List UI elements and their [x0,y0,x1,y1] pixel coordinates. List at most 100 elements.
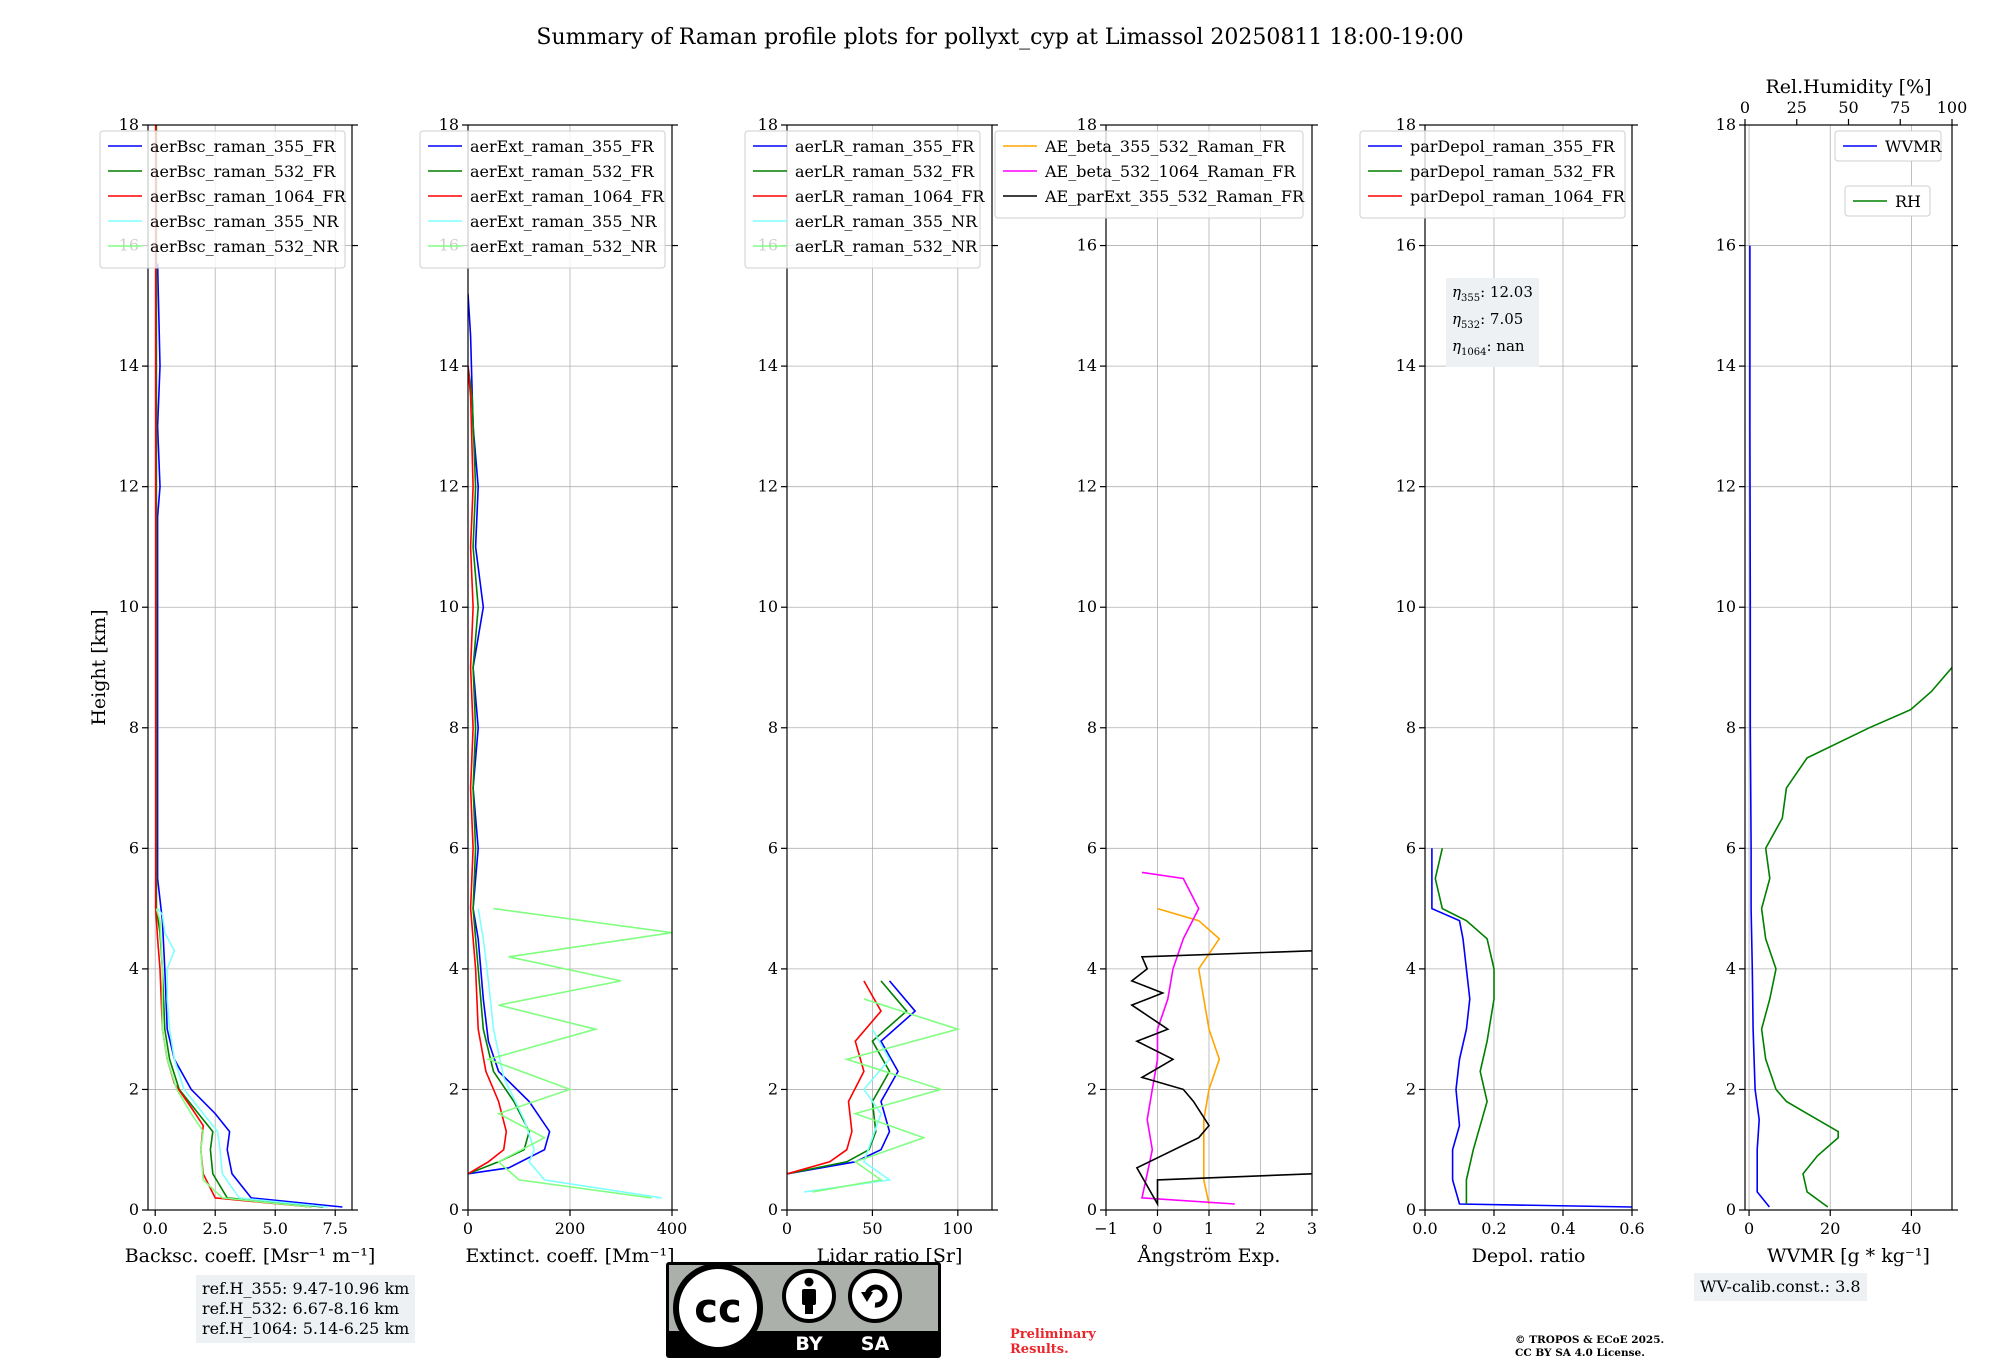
y-tick-label: 0 [1406,1200,1416,1219]
ref-height-1064: ref.H_1064: 5.14-6.25 km [202,1319,410,1338]
panel-depol: 0 2 4 6 8 10 12 14 16 18 0.0 0.2 0.4 0.6 Depol. ratio p… [1359,115,1645,1267]
y-tick-label: 6 [1087,838,1097,857]
plot-frame [1744,124,1953,1211]
series-aerBsc_raman_355_NR [156,908,329,1208]
legend-label: aerExt_raman_532_FR [470,162,655,181]
eta-1064-value: nan [1496,337,1525,355]
wv-calib-box: WV-calib.const.: 3.8 [1694,1273,1867,1301]
eta-355-value: 12.03 [1489,283,1533,301]
legend: WVMR RH [1834,130,1942,217]
legend-label: parDepol_raman_355_FR [1410,137,1616,156]
x-tick-label: 40 [1901,1219,1921,1238]
y-tick-label: 12 [758,477,778,496]
x-axis-label: Extinct. coeff. [Mm⁻¹] [465,1245,674,1267]
x-axis-label: WVMR [g * kg⁻¹] [1767,1245,1930,1267]
y-tick-label: 12 [1077,477,1097,496]
top-x-tick-label: 25 [1787,98,1807,117]
x-tick-label: 100 [943,1219,974,1238]
legend-label: AE_beta_355_532_Raman_FR [1044,137,1286,156]
top-x-axis-label: Rel.Humidity [%] [1765,76,1931,98]
legend: AE_beta_355_532_Raman_FR AE_beta_532_1064… [994,130,1305,219]
x-tick-label: 5.0 [262,1219,287,1238]
eta-532: η532: 7.05 [1452,310,1524,331]
series-aerLR_raman_1064_FR [787,980,882,1175]
y-tick-label: 16 [1396,236,1416,255]
series-AE_beta_532_1064_Raman_FR [1141,871,1235,1205]
x-tick-label: 3 [1307,1219,1317,1238]
y-tick-label: 0 [1087,1200,1097,1219]
x-axis-label: Lidar ratio [Sr] [817,1245,963,1267]
series-RH [1760,666,1952,1208]
legend-label: aerLR_raman_532_NR [795,237,978,256]
legend-label: RH [1895,192,1921,211]
y-tick-label: 18 [1077,115,1097,134]
y-tick-label: 12 [439,477,459,496]
legend-label: aerExt_raman_532_NR [470,237,658,256]
y-tick-label: 2 [1726,1079,1736,1098]
legend-label: aerBsc_raman_532_FR [150,162,336,181]
y-tick-label: 2 [768,1079,778,1098]
y-tick-label: 10 [1396,597,1416,616]
series-aerBsc_raman_532_NR [155,908,312,1208]
eta-annotation-box: η355: 12.03 η532: 7.05 η1064: nan [1446,278,1539,367]
reference-height-box: ref.H_355: 9.47-10.96 km ref.H_532: 6.67… [196,1275,416,1343]
y-tick-label: 10 [758,597,778,616]
x-axis-label: Depol. ratio [1472,1245,1586,1267]
y-tick-label: 0 [768,1200,778,1219]
panel-ext: 0246810121416180200400Extinct. coeff. [M… [419,115,688,1267]
y-tick-label: 4 [1726,959,1736,978]
legend-label: aerLR_raman_1064_FR [795,187,985,206]
series-aerBsc_raman_1064_FR [154,125,312,1208]
y-tick-label: 6 [1406,838,1416,857]
series-group [787,980,961,1193]
top-x-tick-label: 75 [1890,98,1910,117]
x-tick-label: 400 [657,1219,688,1238]
series-group [1431,848,1632,1208]
y-tick-label: 2 [449,1079,459,1098]
panel-lr: 024681012141618050100Lidar ratio [Sr]aer… [744,115,998,1267]
legend-label: aerBsc_raman_355_NR [150,212,339,231]
plot-frame [1424,124,1633,1211]
legend-box [744,130,981,269]
legend-label: aerBsc_raman_355_FR [150,137,336,156]
y-tick-label: 18 [1396,115,1416,134]
y-tick-label: 6 [449,838,459,857]
legend-label: aerExt_raman_355_NR [470,212,658,231]
y-tick-label: 12 [1396,477,1416,496]
x-tick-label: 2.5 [202,1219,227,1238]
y-tick-label: 10 [119,597,139,616]
plot-frame [786,124,993,1211]
copyright-line-1: © TROPOS & ECoE 2025. [1515,1334,1665,1346]
legend-label: aerBsc_raman_1064_FR [150,187,347,206]
y-tick-label: 14 [1716,356,1736,375]
x-tick-label: 20 [1820,1219,1840,1238]
series-group [1749,245,1952,1208]
y-tick-label: 14 [1077,356,1097,375]
ref-height-355: ref.H_355: 9.47-10.96 km [202,1279,410,1298]
eta-1064: η1064: nan [1452,337,1525,358]
series-aerLR_raman_355_NR [803,1028,892,1193]
legend-label: aerLR_raman_355_FR [795,137,975,156]
legend-label: parDepol_raman_1064_FR [1410,187,1626,206]
y-tick-label: 2 [1406,1079,1416,1098]
y-tick-label: 12 [119,477,139,496]
x-axis-label: Backsc. coeff. [Msr⁻¹ m⁻¹] [125,1245,376,1267]
copyright-line-2: CC BY SA 4.0 License. [1515,1347,1645,1359]
x-tick-label: 0 [463,1219,473,1238]
ref-height-532: ref.H_532: 6.67-8.16 km [202,1299,400,1318]
y-tick-label: 14 [439,356,459,375]
y-tick-label: 4 [768,959,778,978]
copyright-notice: © TROPOS & ECoE 2025. CC BY SA 4.0 Licen… [1515,1334,1664,1360]
cc-logo-sa-text: SA [861,1333,890,1355]
series-WVMR [1749,245,1771,1208]
legend-box [994,130,1304,219]
legend-box [1834,130,1942,162]
legend-label: aerLR_raman_532_FR [795,162,975,181]
top-x-tick-label: 50 [1838,98,1858,117]
series-parDepol_raman_355_FR [1431,848,1632,1208]
y-tick-label: 6 [1726,838,1736,857]
y-tick-label: 18 [439,115,459,134]
